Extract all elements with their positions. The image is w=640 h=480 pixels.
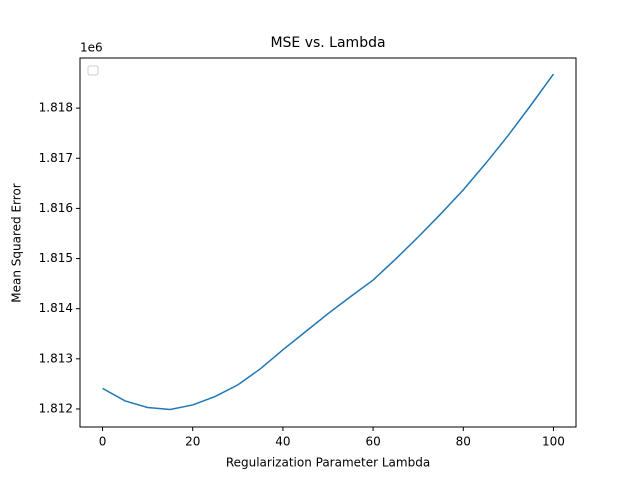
y-tick-label: 1.818 <box>39 101 73 115</box>
y-tick-label: 1.813 <box>39 351 73 365</box>
y-tick-label: 1.812 <box>39 401 73 415</box>
chart-title: MSE vs. Lambda <box>270 35 385 51</box>
y-tick-label: 1.814 <box>39 301 73 315</box>
x-tick-label: 80 <box>456 435 471 449</box>
y-axis-label: Mean Squared Error <box>10 183 24 303</box>
y-tick-label: 1.816 <box>39 201 73 215</box>
x-tick-label: 0 <box>99 435 107 449</box>
line-series <box>102 73 555 411</box>
x-tick-label: 60 <box>365 435 380 449</box>
x-tick-label: 40 <box>275 435 290 449</box>
y-offset-label: 1e6 <box>80 41 103 55</box>
x-tick-label: 20 <box>185 435 200 449</box>
x-tick-label: 100 <box>542 435 565 449</box>
x-axis-label: Regularization Parameter Lambda <box>226 456 430 470</box>
y-tick-label: 1.815 <box>39 251 73 265</box>
y-tick-label: 1.817 <box>39 151 73 165</box>
plot-frame <box>79 57 577 428</box>
legend-box <box>87 65 99 76</box>
